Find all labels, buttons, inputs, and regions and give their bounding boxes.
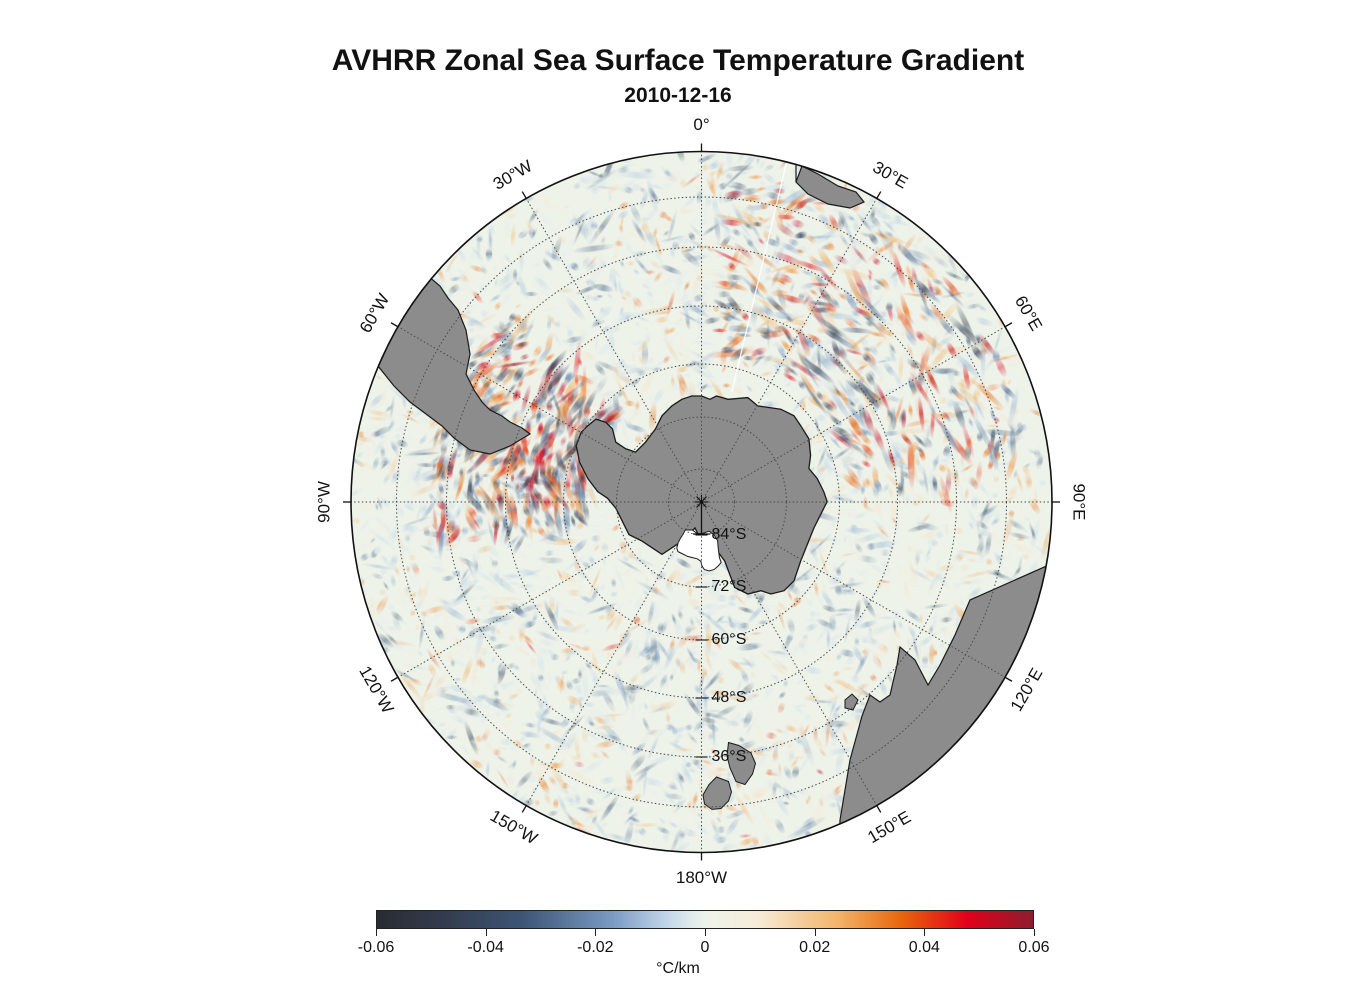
svg-text:120°W: 120°W	[355, 663, 397, 717]
svg-text:60°W: 60°W	[356, 290, 393, 336]
svg-text:36°S: 36°S	[712, 748, 747, 765]
svg-text:150°W: 150°W	[487, 806, 541, 848]
svg-text:150°E: 150°E	[864, 807, 914, 847]
svg-text:30°W: 30°W	[490, 156, 536, 193]
svg-text:0°: 0°	[693, 115, 709, 134]
svg-text:60°E: 60°E	[1011, 292, 1046, 334]
svg-text:60°S: 60°S	[712, 631, 747, 648]
svg-text:84°S: 84°S	[712, 526, 747, 543]
svg-text:90°E: 90°E	[1070, 483, 1089, 520]
svg-text:48°S: 48°S	[712, 689, 747, 706]
svg-text:120°E: 120°E	[1007, 665, 1047, 715]
svg-text:72°S: 72°S	[712, 578, 747, 595]
svg-text:30°E: 30°E	[869, 158, 911, 193]
svg-text:180°W: 180°W	[676, 868, 727, 887]
svg-text:90°W: 90°W	[314, 481, 333, 523]
